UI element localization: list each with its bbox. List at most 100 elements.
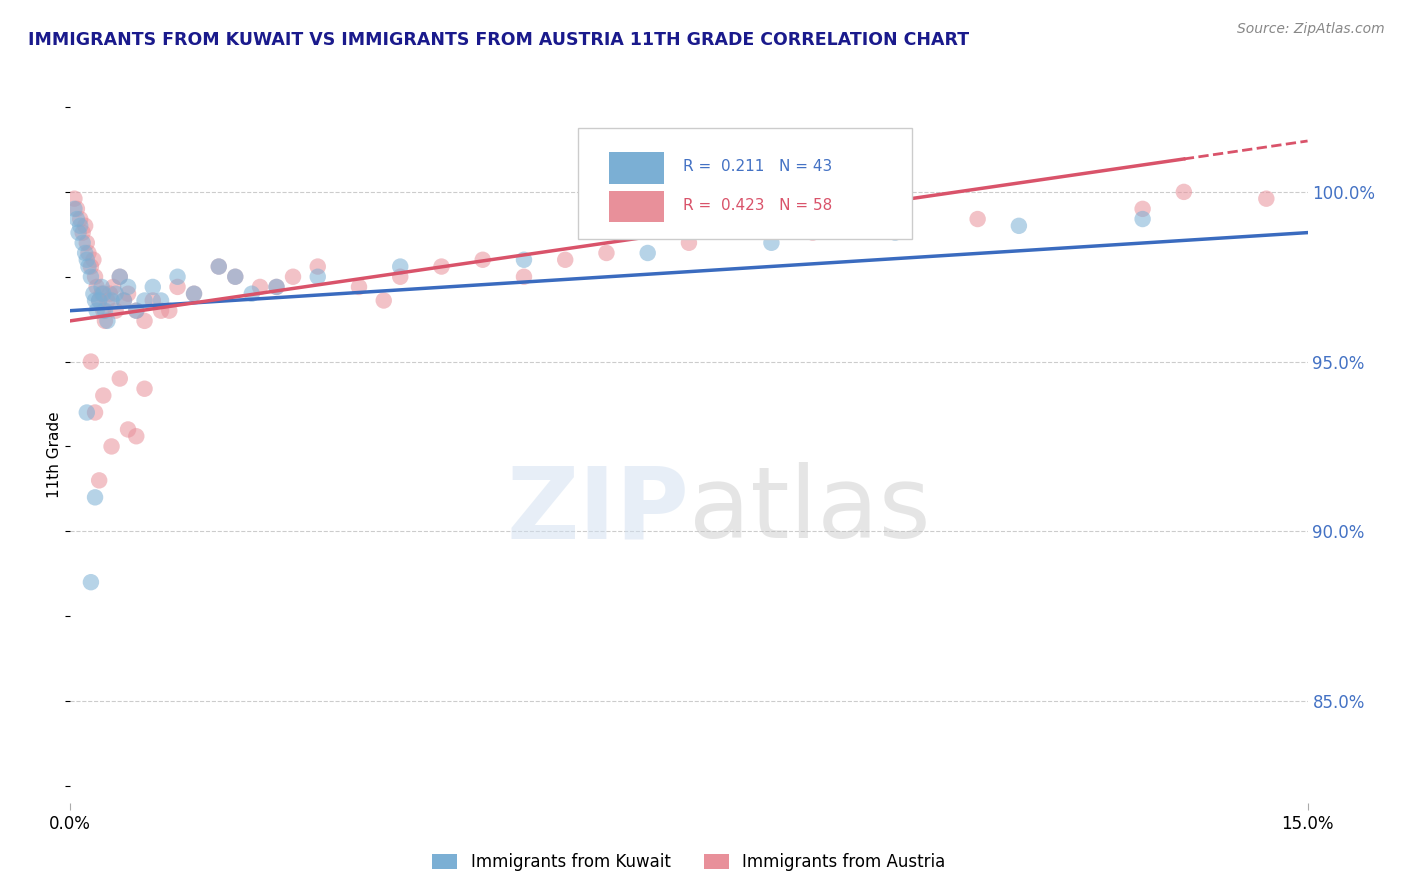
Point: [63, 202, 86, 216]
Point: [307, 260, 329, 274]
Legend: Immigrants from Kuwait, Immigrants from Austria: Immigrants from Kuwait, Immigrants from …: [426, 847, 952, 878]
Point: [108, 269, 131, 284]
Point: [89, 293, 111, 308]
Point: [595, 246, 617, 260]
Point: [554, 252, 576, 267]
Point: [183, 286, 205, 301]
Point: [80, 269, 103, 284]
FancyBboxPatch shape: [609, 191, 664, 222]
Point: [104, 286, 127, 301]
Point: [91, 388, 114, 402]
Point: [66, 212, 89, 227]
Point: [637, 246, 659, 260]
Point: [84, 293, 107, 308]
Point: [125, 429, 148, 443]
Point: [75, 219, 97, 233]
Point: [157, 303, 180, 318]
Point: [72, 235, 94, 250]
Point: [84, 405, 107, 419]
Point: [150, 293, 173, 308]
Text: atlas: atlas: [689, 462, 931, 559]
Point: [82, 252, 104, 267]
Point: [89, 293, 111, 308]
Point: [1132, 202, 1154, 216]
Point: [94, 303, 117, 318]
Point: [801, 226, 824, 240]
Y-axis label: 11th Grade: 11th Grade: [46, 411, 62, 499]
Text: ZIP: ZIP: [506, 462, 689, 559]
Point: [75, 246, 97, 260]
Point: [125, 303, 148, 318]
Point: [91, 303, 114, 318]
Point: [513, 252, 536, 267]
Point: [208, 260, 231, 274]
Point: [224, 269, 246, 284]
Point: [96, 293, 118, 308]
Point: [373, 293, 395, 308]
Point: [100, 293, 122, 308]
Point: [112, 293, 135, 308]
Point: [249, 280, 271, 294]
Point: [471, 252, 494, 267]
Point: [98, 286, 121, 301]
Point: [96, 314, 118, 328]
Point: [389, 260, 412, 274]
FancyBboxPatch shape: [578, 128, 911, 239]
Point: [84, 491, 107, 505]
Point: [77, 246, 100, 260]
Point: [86, 280, 108, 294]
Point: [108, 269, 131, 284]
Point: [76, 235, 98, 250]
Point: [150, 303, 173, 318]
Point: [166, 280, 188, 294]
Point: [966, 212, 988, 227]
Point: [89, 474, 111, 488]
Point: [66, 202, 89, 216]
Point: [266, 280, 288, 294]
Point: [281, 269, 304, 284]
Point: [100, 439, 122, 453]
Point: [117, 422, 139, 436]
Point: [142, 293, 165, 308]
Point: [76, 252, 98, 267]
Point: [91, 286, 114, 301]
Point: [240, 286, 263, 301]
Point: [90, 280, 112, 294]
Point: [86, 303, 108, 318]
Point: [307, 269, 329, 284]
Point: [761, 235, 783, 250]
Point: [884, 226, 907, 240]
Point: [80, 575, 103, 590]
Point: [76, 405, 98, 419]
Point: [125, 303, 148, 318]
Point: [108, 371, 131, 385]
Point: [1173, 185, 1195, 199]
Point: [678, 235, 700, 250]
Point: [69, 212, 91, 227]
Point: [82, 286, 104, 301]
Point: [104, 303, 127, 318]
Point: [389, 269, 412, 284]
Point: [94, 314, 117, 328]
Point: [347, 280, 370, 294]
Point: [117, 286, 139, 301]
Point: [430, 260, 453, 274]
Text: Source: ZipAtlas.com: Source: ZipAtlas.com: [1237, 22, 1385, 37]
Text: R =  0.423   N = 58: R = 0.423 N = 58: [683, 198, 832, 213]
Point: [67, 226, 90, 240]
Point: [112, 293, 135, 308]
Point: [1256, 192, 1278, 206]
Text: R =  0.211   N = 43: R = 0.211 N = 43: [683, 160, 832, 174]
Point: [224, 269, 246, 284]
Point: [142, 280, 165, 294]
Point: [134, 314, 156, 328]
Point: [84, 269, 107, 284]
Point: [183, 286, 205, 301]
Point: [80, 260, 103, 274]
Point: [117, 280, 139, 294]
FancyBboxPatch shape: [609, 153, 664, 184]
Point: [166, 269, 188, 284]
Point: [208, 260, 231, 274]
Point: [63, 192, 86, 206]
Point: [90, 286, 112, 301]
